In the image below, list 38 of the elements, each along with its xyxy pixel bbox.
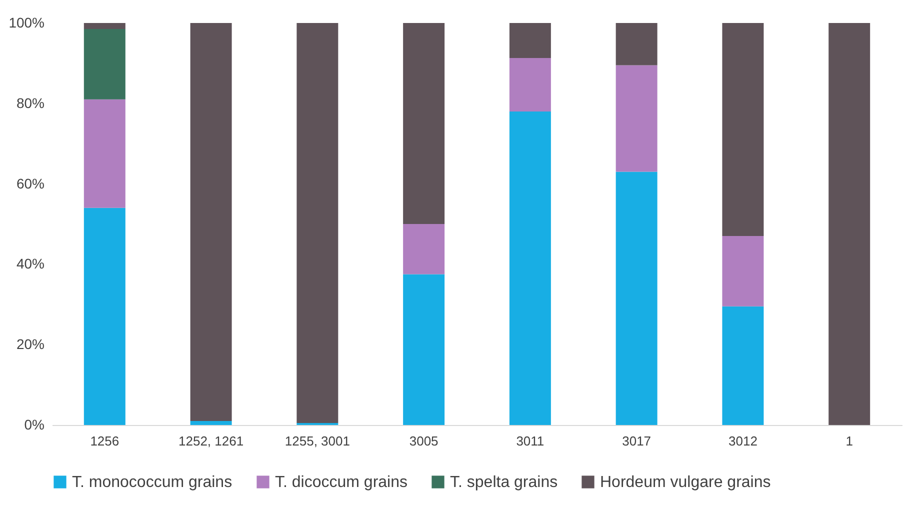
x-tick-label: 1252, 1261 [178, 434, 244, 448]
bar [190, 420, 232, 425]
legend-label: T. dicoccum grains [275, 474, 408, 491]
x-tick-label: 3005 [409, 434, 438, 448]
bar [509, 111, 551, 425]
legend-label: T. spelta grains [450, 474, 558, 491]
bar [190, 23, 232, 421]
bar [84, 23, 126, 30]
bar [509, 58, 551, 112]
y-tick-label: 0% [24, 416, 44, 432]
bar [828, 23, 870, 425]
y-tick-label: 40% [16, 256, 44, 272]
x-tick-label: 1255, 3001 [284, 434, 350, 448]
bar [403, 23, 445, 224]
bar [616, 65, 658, 172]
bar [509, 23, 551, 58]
bar [722, 236, 764, 306]
y-tick-label: 80% [16, 94, 44, 111]
bar [84, 29, 126, 100]
legend-label: Hordeum vulgare grains [600, 474, 771, 491]
bar [403, 274, 445, 425]
x-tick-label: 3011 [516, 434, 544, 448]
x-tick-label: 3017 [622, 434, 652, 448]
bar [722, 23, 764, 236]
x-tick-label: 1 [846, 434, 853, 448]
bar [296, 23, 338, 423]
bar [84, 99, 126, 208]
bar [616, 172, 658, 425]
y-tick-label: 20% [16, 336, 44, 352]
bar [84, 208, 126, 425]
y-tick-label: 60% [16, 175, 44, 192]
legend-label: T. monococcum grains [72, 474, 232, 491]
x-tick-label: 3012 [728, 434, 758, 448]
y-tick-label: 100% [8, 14, 44, 30]
bar [616, 23, 658, 66]
x-tick-label: 1256 [90, 434, 120, 448]
bar [403, 224, 445, 274]
bar [722, 306, 764, 425]
